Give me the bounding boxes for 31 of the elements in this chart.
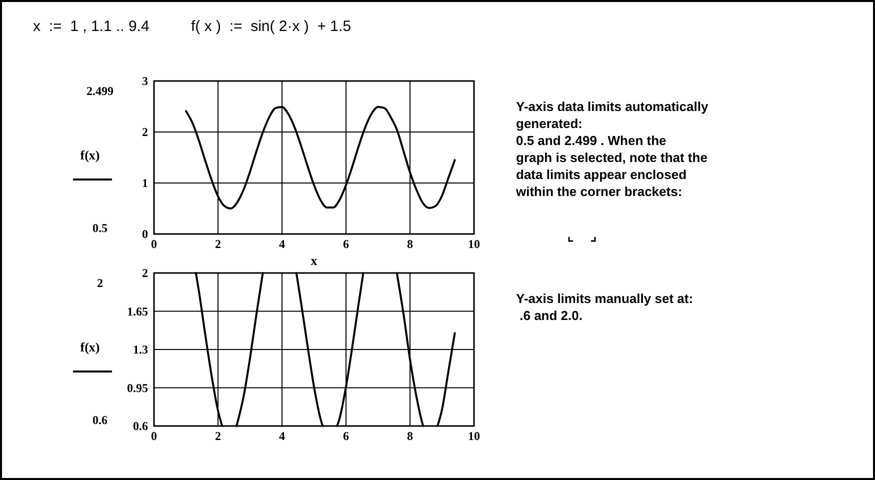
x-tick-label: 0 xyxy=(151,429,157,443)
x-tick-label: 6 xyxy=(343,237,349,251)
x-axis-title: x xyxy=(310,253,318,268)
y-axis-title: f(x) xyxy=(80,340,100,354)
x-tick-label: 8 xyxy=(407,237,413,251)
text: 0.5 xyxy=(92,221,108,235)
text: 0.6 xyxy=(92,413,108,427)
x-tick-label: 10 xyxy=(468,237,480,251)
y-axis-title: f(x) xyxy=(80,148,100,162)
y-tick-label: 0 xyxy=(142,227,148,241)
text: Y-axis limits manually set at: .6 and 2.0. xyxy=(516,291,694,323)
y-tick-label: 3 xyxy=(142,74,148,88)
y-tick-label: 1 xyxy=(142,176,148,190)
x-tick-label: 2 xyxy=(215,429,221,443)
y-tick-label: 0.6 xyxy=(133,419,148,433)
text: 2.499 xyxy=(86,84,114,98)
x-tick-label: 6 xyxy=(343,429,349,443)
y-tick-label: 0.95 xyxy=(127,380,148,395)
x-tick-label: 8 xyxy=(407,429,413,443)
text: 2 xyxy=(97,276,103,290)
x-tick-label: 0 xyxy=(151,237,157,251)
y-tick-label: 1.3 xyxy=(133,342,148,356)
x-tick-label: 4 xyxy=(279,429,285,443)
chart-title: x := 1 , 1.1 .. 9.4 f( x ) := sin( 2·x ) + 1.5 xyxy=(33,18,352,35)
y-tick-label: 2 xyxy=(142,266,148,280)
text: Y-axis data limits automatically generated: 0.5 and 2.499 . When the graph is selected, note that the data limits appear enclosed within the corner brackets: xyxy=(515,99,709,199)
y-tick-label: 2 xyxy=(142,125,148,139)
x-tick-label: 4 xyxy=(279,237,285,251)
x-tick-label: 10 xyxy=(468,429,480,443)
y-tick-label: 1.65 xyxy=(127,304,148,318)
x-tick-label: 2 xyxy=(215,237,221,251)
